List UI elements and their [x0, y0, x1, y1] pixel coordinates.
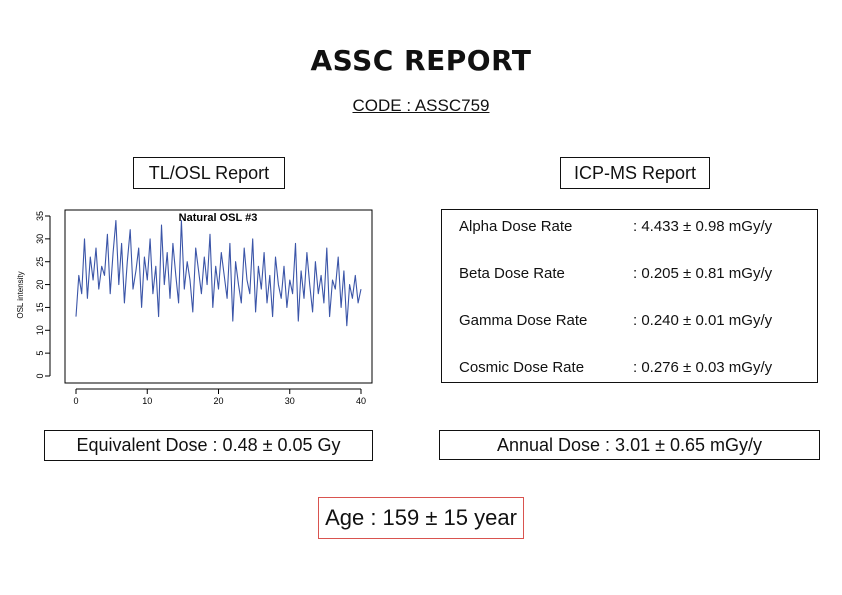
dose-rate-panel: Alpha Dose Rate : 4.433 ± 0.98 mGy/y Bet…	[441, 209, 818, 383]
x-tick-label-30: 30	[285, 396, 295, 406]
y-tick-label-35: 35	[35, 211, 45, 221]
x-tick-label-0: 0	[73, 396, 78, 406]
cosmic-dose-label: Cosmic Dose Rate	[459, 359, 585, 376]
y-tick-label-25: 25	[35, 257, 45, 267]
osl-series-line-0	[75, 220, 362, 327]
x-tick-label-10: 10	[142, 396, 152, 406]
cosmic-dose-value: : 0.276 ± 0.03 mGy/y	[633, 359, 773, 376]
y-tick-label-10: 10	[35, 325, 45, 335]
y-tick-label-5: 5	[35, 351, 45, 356]
y-axis-label: OSL intensity	[16, 271, 25, 318]
beta-dose-value: : 0.205 ± 0.81 mGy/y	[633, 265, 773, 282]
annual-dose-box: Annual Dose : 3.01 ± 0.65 mGy/y	[439, 430, 820, 460]
report-title: ASSC REPORT	[310, 44, 532, 77]
x-tick-label-20: 20	[213, 396, 223, 406]
y-tick-label-15: 15	[35, 302, 45, 312]
age-result-box: Age : 159 ± 15 year	[318, 497, 524, 539]
chart-title: Natural OSL #3	[179, 212, 258, 224]
osl-chart: 0 5 10 15 20 25 30 35 0 10 20 30 40 OSL intensity Natu…	[16, 209, 373, 406]
alpha-dose-label: Alpha Dose Rate	[459, 218, 573, 235]
y-tick-label-0: 0	[35, 373, 45, 378]
beta-dose-label: Beta Dose Rate	[459, 265, 565, 282]
gamma-dose-label: Gamma Dose Rate	[459, 312, 588, 329]
report-code: CODE : ASSC759	[352, 96, 490, 115]
plot-frame	[64, 209, 373, 384]
icp-ms-header: ICP-MS Report	[560, 157, 710, 189]
gamma-dose-value: : 0.240 ± 0.01 mGy/y	[633, 312, 773, 329]
x-tick-label-40: 40	[356, 396, 366, 406]
y-tick-label-30: 30	[35, 234, 45, 244]
equivalent-dose-box: Equivalent Dose : 0.48 ± 0.05 Gy	[44, 430, 373, 461]
y-tick-label-20: 20	[35, 280, 45, 290]
alpha-dose-value: : 4.433 ± 0.98 mGy/y	[633, 218, 773, 235]
tl-osl-header: TL/OSL Report	[133, 157, 285, 189]
